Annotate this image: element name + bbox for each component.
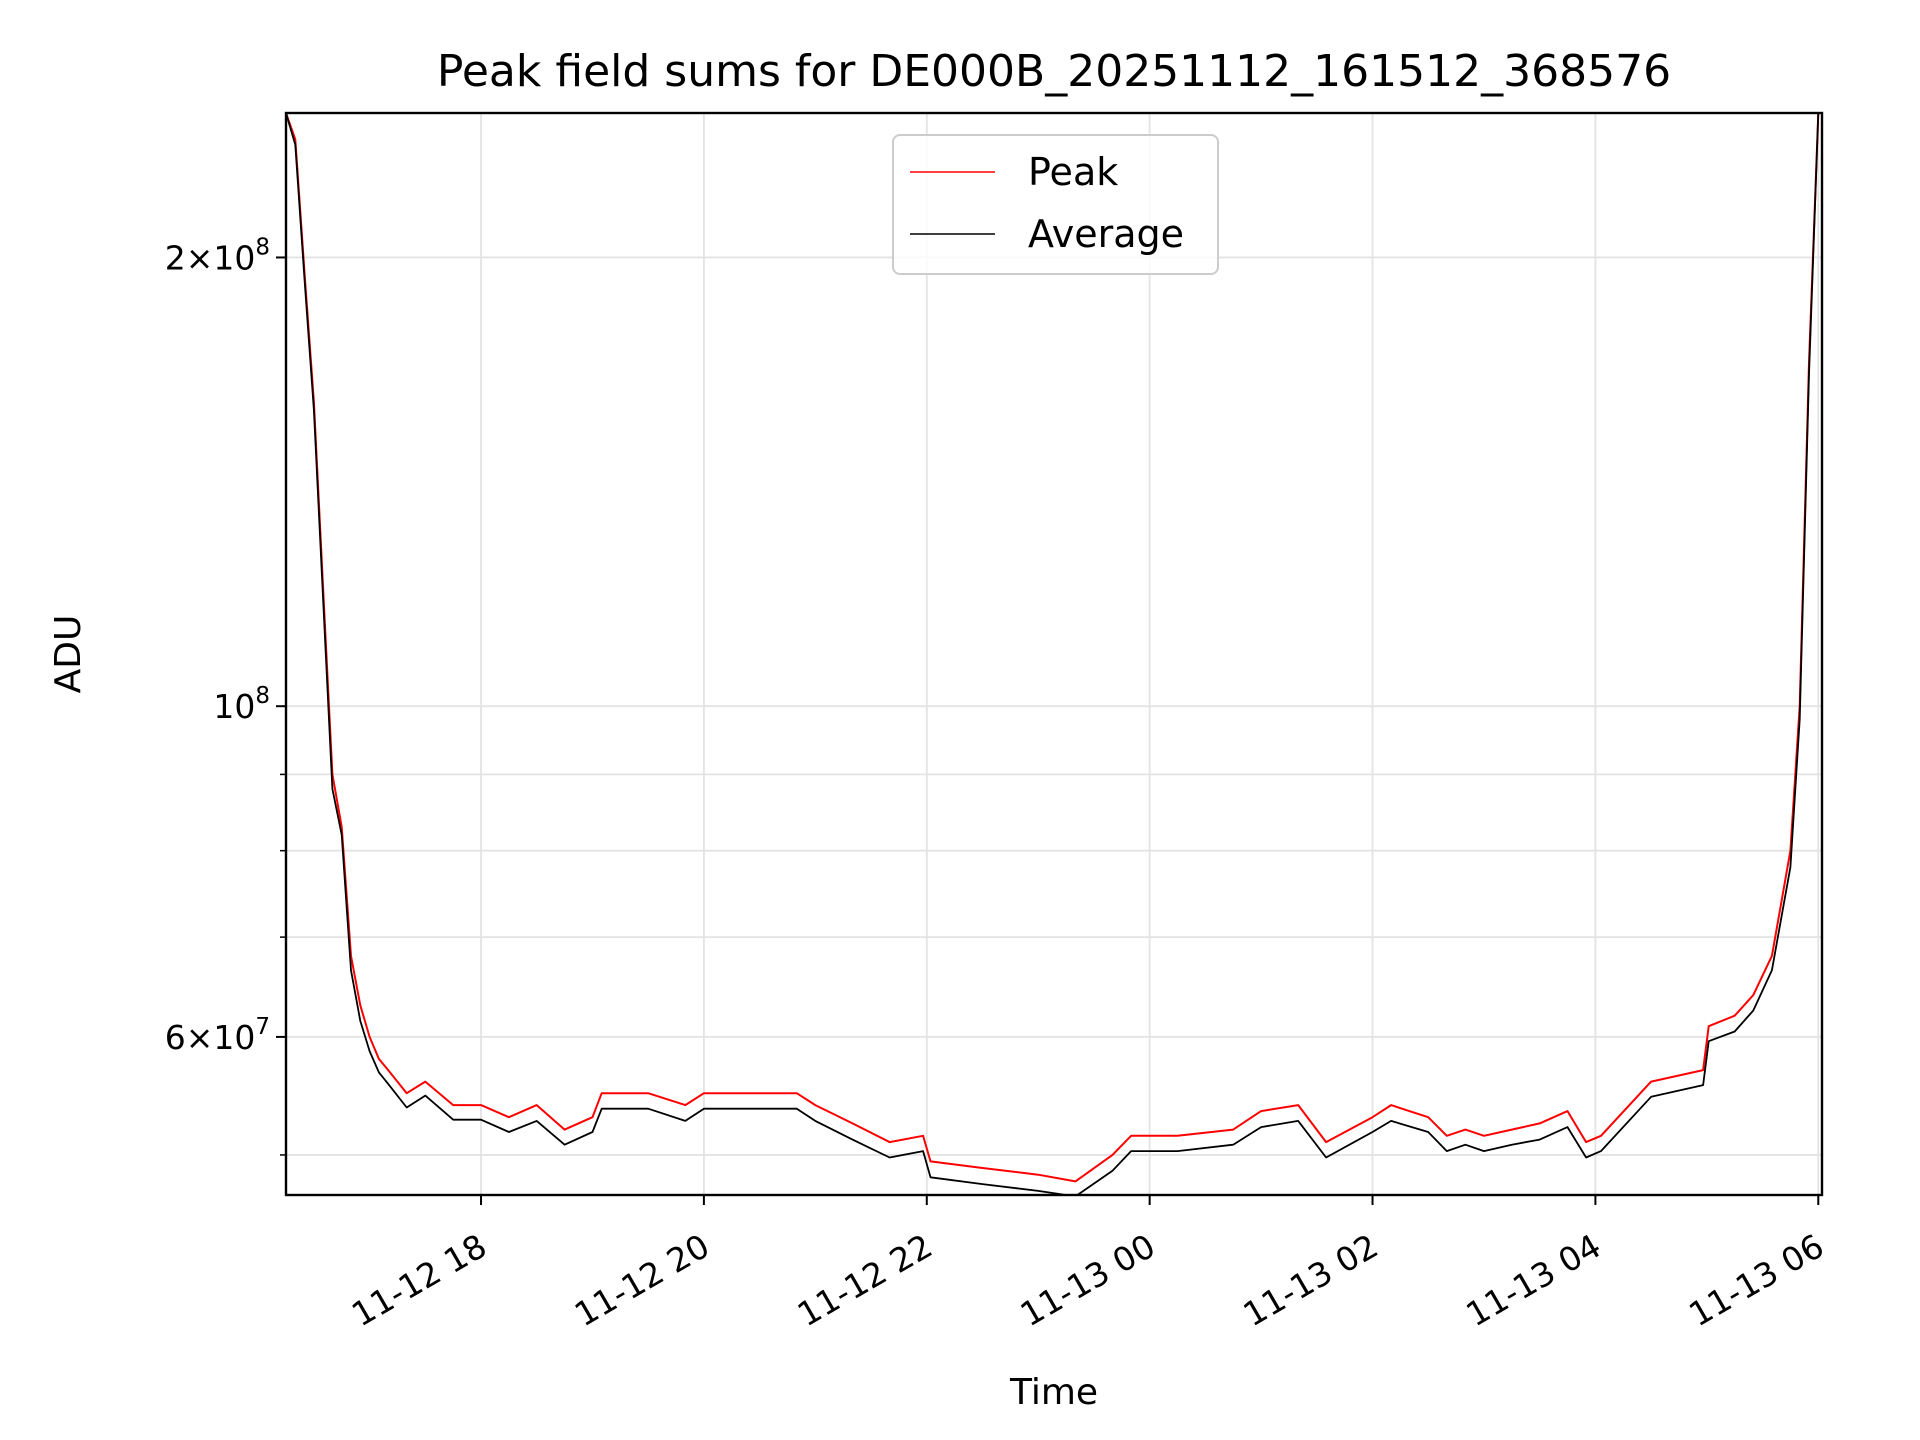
y-tick-base: 10	[213, 238, 255, 277]
series-line-average	[286, 113, 1820, 1195]
y-tick-exponent: 7	[255, 1014, 270, 1040]
x-axis-label: Time	[1009, 1372, 1098, 1413]
legend: Peak Average	[892, 134, 1219, 275]
legend-label-peak: Peak	[1028, 150, 1118, 194]
y-tick-exponent: 8	[255, 234, 270, 260]
y-tick-mantissa: 2	[165, 238, 186, 277]
y-tick-exponent: 8	[255, 683, 270, 709]
legend-box	[892, 134, 1219, 275]
y-tick-base: 10	[213, 687, 255, 726]
plot-frame	[284, 111, 1824, 1197]
y-tick-label: 6×107	[165, 1014, 270, 1057]
y-tick-label: 108	[213, 683, 270, 726]
y-axis-label: ADU	[48, 615, 89, 694]
y-tick-label: 2×108	[165, 234, 270, 277]
y-tick-times: ×	[186, 238, 214, 277]
series-line-peak	[286, 113, 1820, 1183]
y-tick-base: 10	[213, 1018, 255, 1057]
chart-title: Peak field sums for DE000B_20251112_1615…	[437, 46, 1671, 97]
y-tick-mantissa: 6	[165, 1018, 186, 1057]
legend-label-average: Average	[1028, 212, 1184, 256]
y-tick-times: ×	[186, 1018, 214, 1057]
series-lines	[286, 113, 1820, 1195]
